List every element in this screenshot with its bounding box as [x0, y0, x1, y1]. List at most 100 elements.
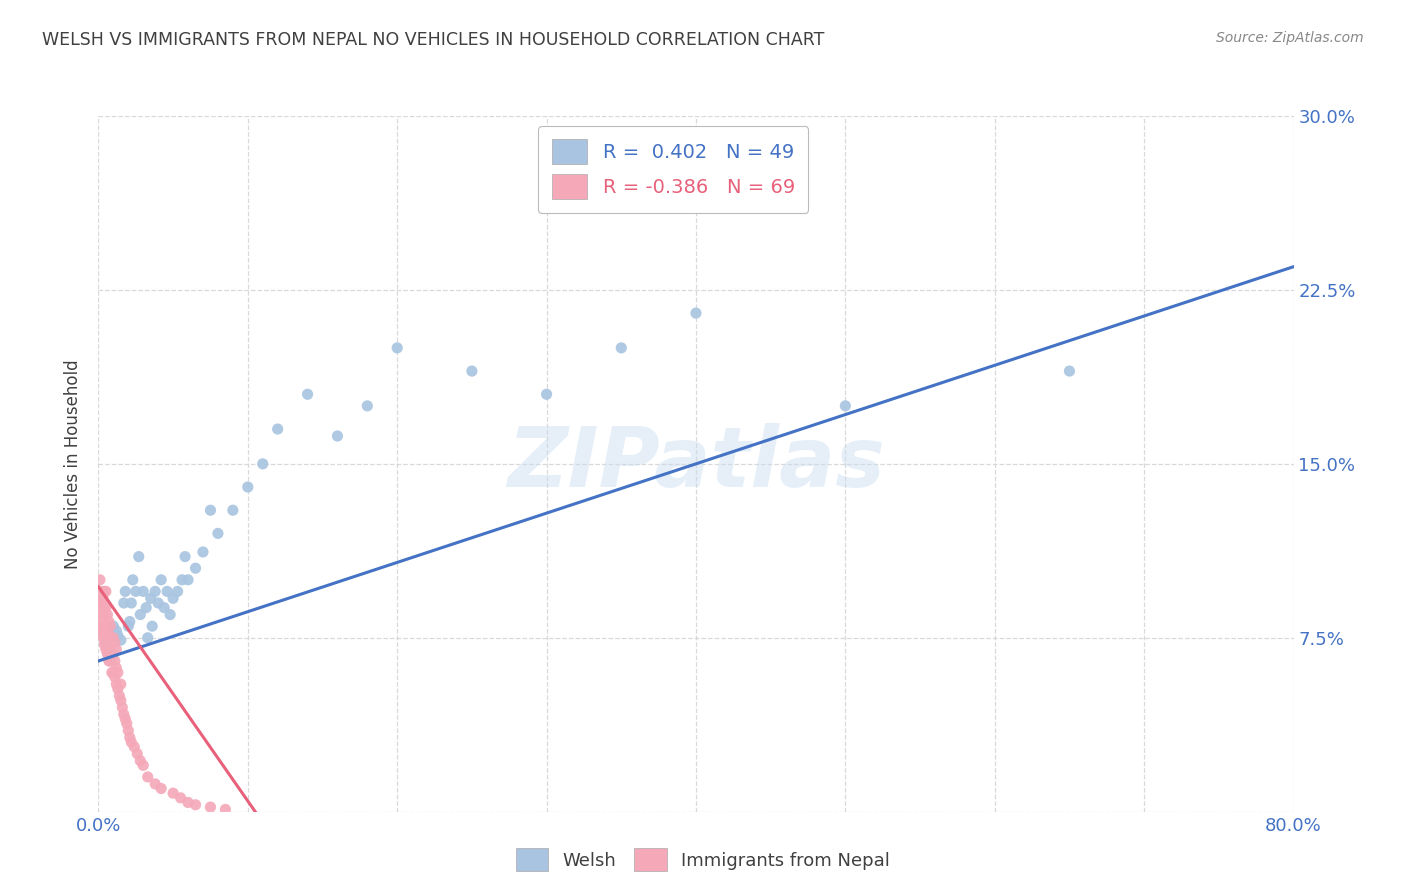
- Point: [90, 584, 112, 599]
- Point: [169, 790, 191, 805]
- Point: [96, 607, 118, 622]
- Point: [117, 619, 139, 633]
- Point: [89, 596, 111, 610]
- Point: [101, 647, 124, 661]
- Point: [90, 596, 112, 610]
- Point: [111, 700, 134, 714]
- Point: [132, 584, 155, 599]
- Point: [120, 596, 142, 610]
- Point: [834, 399, 856, 413]
- Y-axis label: No Vehicles in Household: No Vehicles in Household: [65, 359, 83, 569]
- Point: [94, 635, 117, 649]
- Point: [94, 619, 117, 633]
- Point: [94, 584, 117, 599]
- Point: [135, 600, 157, 615]
- Point: [105, 642, 128, 657]
- Point: [93, 584, 115, 599]
- Point: [114, 584, 136, 599]
- Point: [100, 647, 122, 661]
- Point: [107, 681, 129, 696]
- Point: [94, 600, 117, 615]
- Point: [103, 665, 125, 680]
- Point: [100, 619, 122, 633]
- Point: [136, 631, 159, 645]
- Point: [150, 781, 173, 796]
- Point: [100, 631, 122, 645]
- Point: [97, 615, 120, 629]
- Point: [103, 631, 125, 645]
- Point: [356, 399, 378, 413]
- Point: [118, 615, 141, 629]
- Point: [385, 341, 409, 355]
- Point: [110, 677, 132, 691]
- Point: [184, 561, 207, 575]
- Point: [104, 635, 127, 649]
- Point: [91, 615, 114, 629]
- Point: [121, 573, 143, 587]
- Point: [685, 306, 707, 320]
- Point: [148, 596, 170, 610]
- Point: [107, 665, 129, 680]
- Legend: Welsh, Immigrants from Nepal: Welsh, Immigrants from Nepal: [509, 841, 897, 879]
- Point: [139, 591, 162, 606]
- Point: [326, 429, 349, 443]
- Point: [103, 647, 125, 661]
- Point: [297, 387, 319, 401]
- Point: [461, 364, 484, 378]
- Point: [91, 600, 114, 615]
- Point: [252, 457, 274, 471]
- Point: [191, 545, 214, 559]
- Point: [115, 716, 138, 731]
- Point: [200, 503, 222, 517]
- Point: [610, 341, 633, 355]
- Point: [94, 642, 117, 657]
- Point: [267, 422, 290, 436]
- Point: [1059, 364, 1081, 378]
- Point: [153, 600, 176, 615]
- Point: [89, 619, 111, 633]
- Point: [105, 624, 128, 638]
- Point: [89, 573, 111, 587]
- Point: [214, 802, 236, 816]
- Point: [156, 584, 179, 599]
- Point: [236, 480, 259, 494]
- Point: [184, 797, 207, 812]
- Point: [96, 647, 118, 661]
- Point: [103, 619, 125, 633]
- Point: [132, 758, 155, 772]
- Point: [104, 670, 127, 684]
- Point: [97, 654, 120, 668]
- Point: [105, 677, 128, 691]
- Point: [177, 796, 200, 810]
- Point: [174, 549, 197, 564]
- Point: [207, 526, 229, 541]
- Text: ZIPatlas: ZIPatlas: [508, 424, 884, 504]
- Point: [141, 619, 163, 633]
- Text: Source: ZipAtlas.com: Source: ZipAtlas.com: [1216, 31, 1364, 45]
- Point: [125, 584, 148, 599]
- Point: [101, 631, 124, 645]
- Point: [129, 754, 152, 768]
- Point: [162, 786, 184, 800]
- Point: [90, 607, 112, 622]
- Point: [90, 624, 112, 638]
- Point: [162, 591, 184, 606]
- Point: [120, 735, 142, 749]
- Point: [129, 607, 152, 622]
- Point: [124, 739, 146, 754]
- Point: [136, 770, 159, 784]
- Point: [110, 633, 132, 648]
- Point: [93, 638, 115, 652]
- Point: [166, 584, 188, 599]
- Point: [101, 665, 124, 680]
- Point: [96, 638, 118, 652]
- Point: [177, 573, 200, 587]
- Point: [536, 387, 558, 401]
- Point: [91, 631, 114, 645]
- Point: [104, 654, 127, 668]
- Point: [97, 647, 120, 661]
- Point: [96, 624, 118, 638]
- Point: [100, 654, 122, 668]
- Point: [105, 661, 128, 675]
- Point: [114, 712, 136, 726]
